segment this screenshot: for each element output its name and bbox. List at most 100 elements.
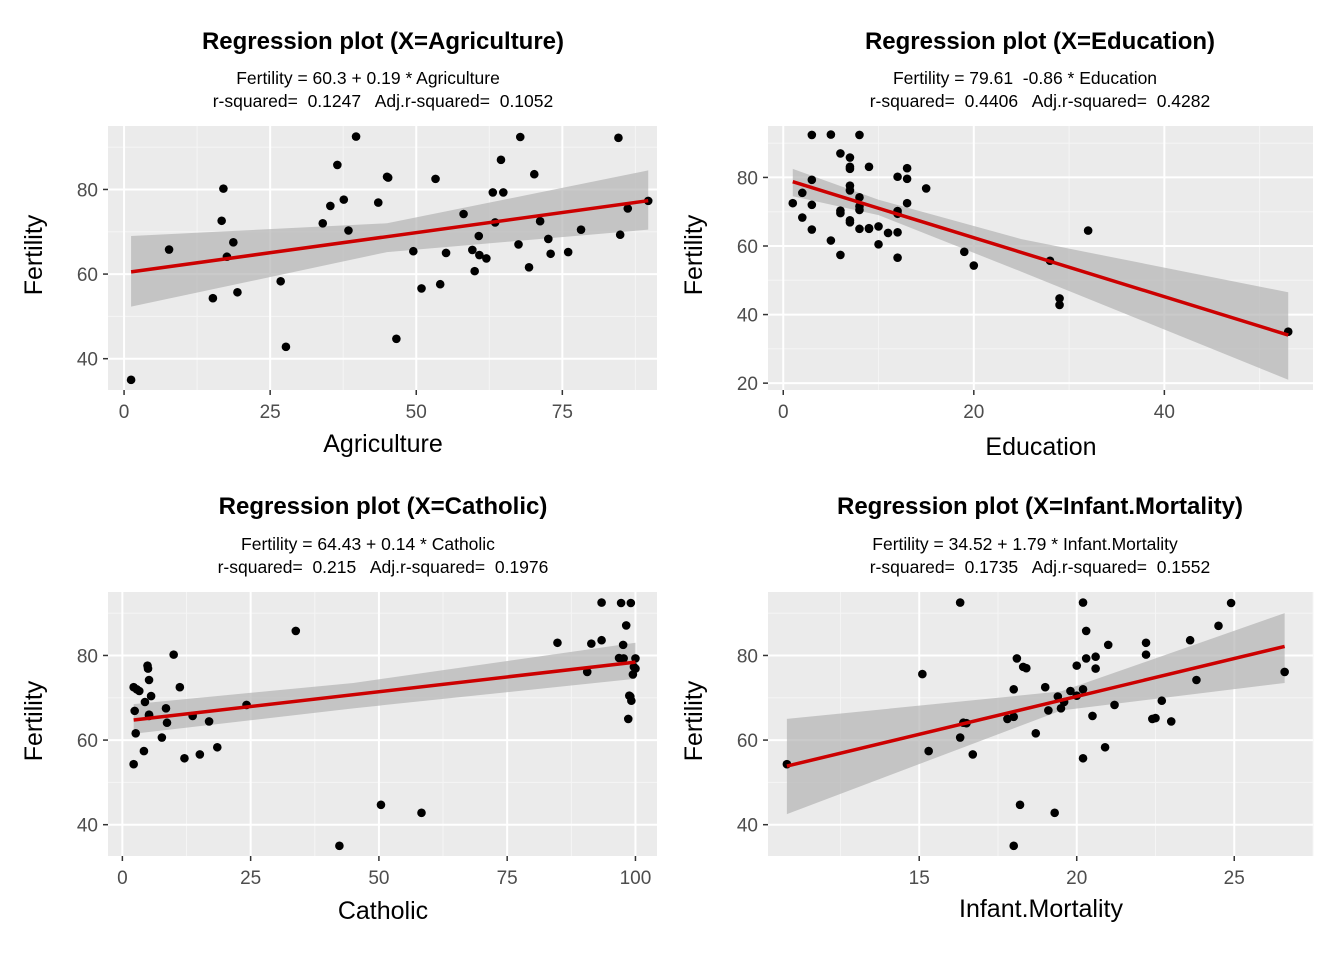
y-tick-label: 40 [77,816,98,837]
data-point [1166,717,1176,726]
data-point [318,219,328,228]
y-tick-label: 40 [737,816,758,837]
data-point [129,759,138,769]
y-tick-label: 80 [737,168,758,189]
data-point [459,209,468,219]
data-point [553,638,562,648]
panel-agriculture: Regression plot (X=Agriculture) Fertilit… [0,0,672,480]
regression-equation: Fertility = 60.3 + 0.19 * Agriculture [236,68,500,88]
data-point [335,841,344,851]
data-point [276,276,285,286]
data-point [1110,700,1119,710]
data-point [1055,300,1064,310]
data-point [893,227,902,237]
y-tick-label: 40 [77,350,98,371]
data-point [195,750,205,759]
data-point [1226,598,1236,608]
data-point [392,334,401,344]
data-point [208,293,218,303]
data-point [855,205,864,215]
data-point [515,132,525,142]
data-point [582,667,592,677]
data-point [597,635,606,645]
data-point [955,733,965,742]
y-axis-label: Fertility [680,214,708,295]
data-point [233,287,242,297]
x-tick-label: 20 [963,402,984,423]
data-point [1214,621,1223,631]
data-point [798,213,807,222]
x-tick-label: 0 [778,402,789,423]
data-point [836,149,845,158]
data-point [874,222,883,231]
data-point [855,130,864,140]
data-point [544,234,553,244]
regression-equation: Fertility = 64.43 + 0.14 * Catholic [241,534,495,554]
data-point [623,204,633,213]
data-point [474,231,484,241]
data-point [1078,598,1088,607]
data-point [1185,635,1195,645]
data-point [417,284,426,293]
y-axis-label: Fertility [680,680,708,761]
data-point [1192,675,1201,685]
regression-equation: Fertility = 79.61 -0.86 * Education [892,68,1158,88]
data-point [615,230,625,240]
data-point [1083,226,1093,235]
data-point [893,172,902,182]
data-point [326,201,335,211]
data-point [470,266,479,276]
data-point [1100,742,1110,752]
data-point [1157,696,1167,706]
data-point [144,675,154,685]
data-point [146,691,156,701]
panel-catholic: Regression plot (X=Catholic) Fertility =… [0,466,672,960]
data-point [524,263,534,272]
data-point [807,225,817,234]
data-point [826,236,836,245]
data-point [921,184,931,193]
data-point [1151,713,1160,723]
x-tick-label: 0 [119,402,130,423]
data-point [333,160,342,170]
data-point [623,714,633,724]
data-point [157,733,167,742]
y-axis-label: Fertility [20,680,48,761]
data-point [788,198,798,208]
data-point [162,718,172,728]
data-point [845,153,855,162]
x-tick-label: 25 [260,402,281,423]
data-point [874,239,883,249]
x-tick-label: 75 [497,868,518,889]
panel-infant-mortality: Regression plot (X=Infant.Mortality) Fer… [672,466,1344,960]
scatter-plot-catholic: 0 25 50 75 100 40 60 80 Catholic Fertility [20,592,657,925]
data-point [836,206,845,215]
data-point [175,682,185,692]
data-point [826,130,836,139]
data-point [131,729,141,738]
data-point [161,704,171,713]
x-tick-label: 50 [368,868,389,889]
data-point [1078,685,1088,694]
data-point [488,188,498,197]
data-point [482,254,491,263]
chart-title: Regression plot (X=Education) [864,28,1216,55]
panel-education: Regression plot (X=Education) Fertility … [672,0,1344,480]
data-point [291,626,301,636]
x-axis-label: Education [985,433,1096,461]
x-tick-label: 0 [117,868,128,889]
data-point [1081,626,1091,636]
x-tick-label: 20 [1066,868,1087,889]
data-point [798,188,807,198]
x-tick-label: 40 [1154,402,1175,423]
data-point [1040,682,1050,692]
y-tick-label: 60 [737,731,758,752]
data-point [597,598,606,607]
r-squared-text: r-squared= 0.215 Adj.r-squared= 0.1976 [217,557,549,577]
data-point [1031,729,1041,738]
x-tick-label: 50 [406,402,427,423]
data-point [140,697,150,707]
data-point [1044,706,1053,715]
data-point [902,198,912,208]
data-point [1050,808,1059,818]
